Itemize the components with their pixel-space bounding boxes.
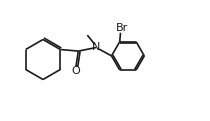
Text: Br: Br	[116, 23, 128, 33]
Text: N: N	[92, 42, 101, 52]
Text: O: O	[72, 66, 80, 76]
